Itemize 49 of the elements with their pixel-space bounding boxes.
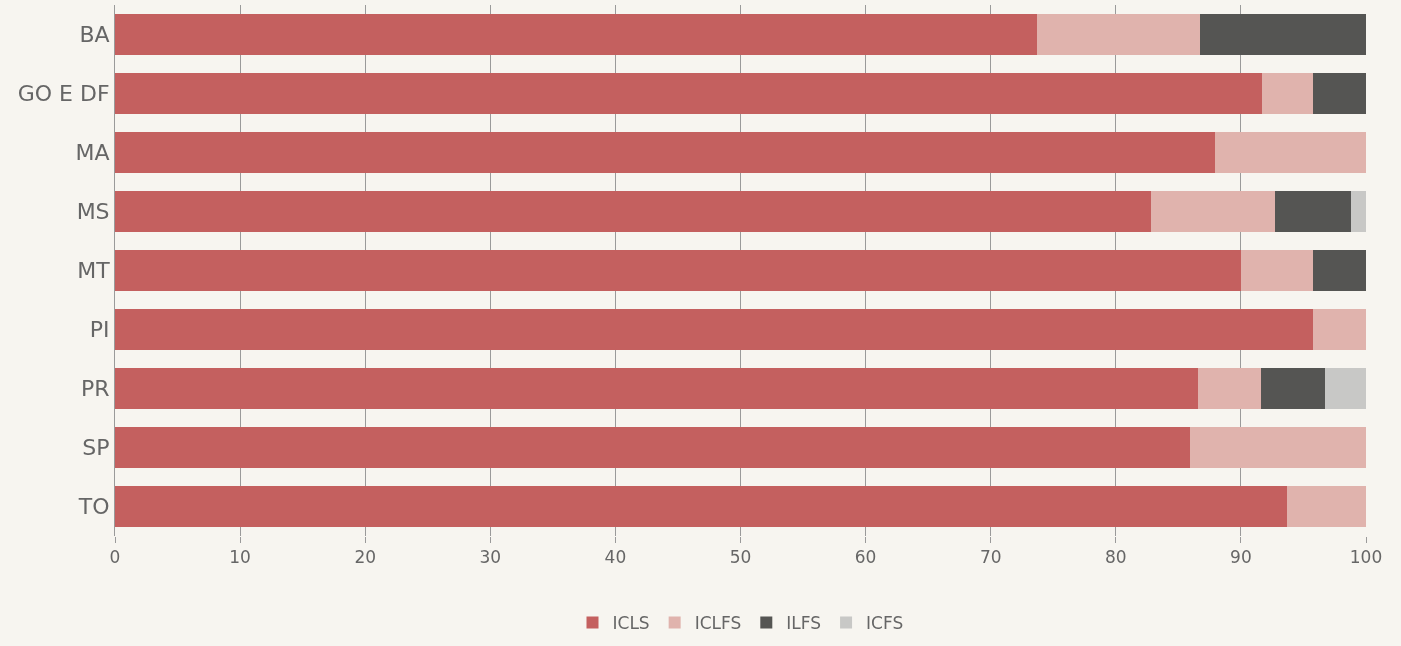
bar — [115, 13, 1037, 56]
bar — [1240, 249, 1314, 292]
bar — [1287, 485, 1366, 528]
bar — [1198, 367, 1261, 410]
legend-label: ICLFS — [694, 613, 742, 634]
x-tick-label: 70 — [979, 547, 1002, 568]
bar — [1036, 13, 1200, 56]
bar — [115, 131, 1215, 174]
x-tick-label: 0 — [109, 547, 121, 568]
x-tick-label: 80 — [1104, 547, 1127, 568]
legend-label: ICLS — [612, 613, 650, 634]
y-tick-label: SP — [82, 435, 110, 461]
y-tick-label: BA — [79, 22, 110, 48]
x-tick-label: 60 — [854, 547, 877, 568]
bar — [1260, 367, 1325, 410]
bar — [1274, 190, 1351, 233]
y-tick-label: TO — [77, 494, 110, 520]
bar — [115, 72, 1263, 115]
bar — [1199, 13, 1366, 56]
bar — [115, 426, 1190, 469]
bar — [115, 485, 1288, 528]
legend-label: ILFS — [786, 613, 822, 634]
x-tick-label: 10 — [229, 547, 251, 568]
bar — [1324, 367, 1366, 410]
bar — [1313, 72, 1366, 115]
x-tick-label: 40 — [604, 547, 627, 568]
x-tick-label: 50 — [729, 547, 752, 568]
bar — [115, 308, 1314, 351]
bar — [1189, 426, 1366, 469]
bar — [115, 249, 1241, 292]
y-tick-label: MT — [77, 258, 111, 284]
bar — [1150, 190, 1275, 233]
bar — [115, 190, 1151, 233]
y-tick-label: PR — [81, 376, 110, 402]
bar — [1214, 131, 1366, 174]
x-tick-label: 100 — [1349, 547, 1383, 568]
bar — [1313, 308, 1366, 351]
bar — [1262, 72, 1314, 115]
y-tick-label: GO E DF — [17, 81, 110, 107]
legend-label: ICFS — [866, 613, 904, 634]
bar — [115, 367, 1199, 410]
x-tick-label: 90 — [1230, 547, 1252, 568]
bar — [1350, 190, 1366, 233]
x-tick-label: 30 — [479, 547, 502, 568]
bar — [1313, 249, 1366, 292]
x-tick-label: 20 — [354, 547, 377, 568]
y-tick-label: MA — [75, 140, 110, 166]
y-tick-label: MS — [76, 199, 110, 225]
y-tick-label: PI — [89, 317, 110, 343]
